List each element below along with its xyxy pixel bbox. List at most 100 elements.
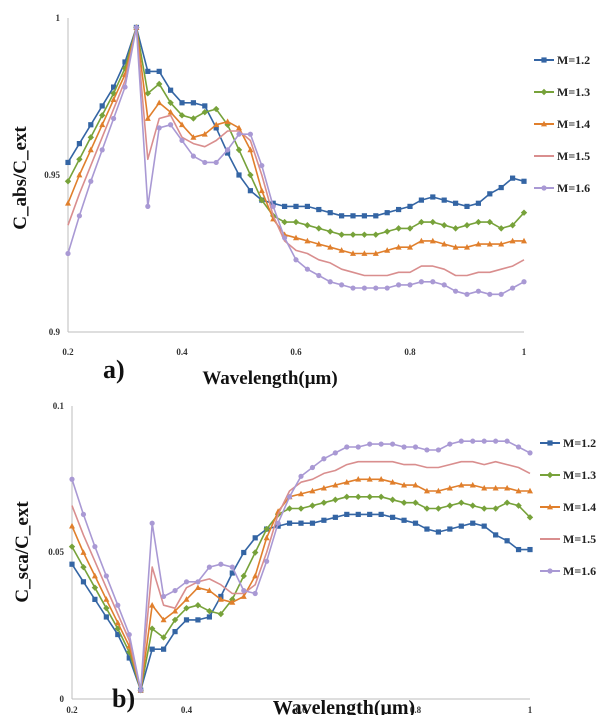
- panel-b-point-m-1-4: [69, 522, 75, 529]
- panel-a-point-m-1-6: [259, 162, 265, 169]
- panel-a-point-m-1-6: [111, 115, 117, 122]
- panel-b-point-m-1-4: [320, 484, 327, 491]
- panel-b-x-tick: 0.8: [410, 705, 422, 715]
- panel-b-point-m-1-4: [446, 484, 453, 491]
- panel-a-point-m-1-2: [441, 197, 447, 203]
- panel-b-point-m-1-4: [240, 593, 247, 599]
- panel-a-point-m-1-2: [88, 122, 94, 128]
- panel-a-series-line-m-1-5: [67, 26, 525, 277]
- panel-b-legend-marker-m-1-2: [547, 440, 553, 446]
- panel-b-point-m-1-6: [470, 438, 476, 444]
- panel-a-point-m-1-3: [509, 222, 516, 229]
- panel-b-point-m-1-3: [320, 499, 328, 506]
- panel-b-point-m-1-2: [412, 520, 419, 526]
- panel-b-point-m-1-4: [401, 481, 408, 488]
- panel-a-chart: 0.2 0.4 0.6 0.8 1 0.9 0.95 1 C_abs/C_ext…: [10, 13, 590, 389]
- panel-a-series-group: [64, 24, 528, 297]
- panel-a-point-m-1-4: [76, 171, 83, 178]
- panel-b-point-m-1-6: [172, 587, 178, 594]
- panel-b-point-m-1-3: [171, 616, 179, 624]
- panel-b-point-m-1-2: [321, 517, 327, 523]
- panel-b-point-m-1-6: [515, 444, 522, 450]
- panel-b-point-m-1-4: [298, 490, 304, 497]
- panel-b-point-m-1-3: [160, 634, 167, 641]
- panel-a-point-m-1-3: [99, 112, 106, 119]
- panel-a-point-m-1-6: [430, 279, 436, 285]
- panel-a-point-m-1-2: [453, 200, 459, 206]
- panel-a-point-m-1-3: [463, 222, 471, 229]
- panel-b-point-m-1-2: [390, 514, 396, 520]
- panel-a-legend-label: M=1.4: [557, 117, 590, 131]
- panel-a-point-m-1-2: [168, 87, 174, 93]
- panel-a-point-m-1-6: [350, 285, 356, 291]
- panel-b-point-m-1-4: [492, 484, 499, 491]
- panel-a-point-m-1-6: [122, 84, 128, 90]
- panel-a-y-tick: 0.9: [49, 327, 61, 337]
- panel-a-point-m-1-3: [156, 80, 163, 88]
- panel-a-point-m-1-6: [487, 291, 493, 297]
- panel-a-point-m-1-2: [327, 210, 333, 216]
- panel-b-point-m-1-2: [161, 646, 167, 652]
- panel-a-point-m-1-4: [156, 99, 163, 106]
- panel-a-point-m-1-4: [65, 200, 71, 206]
- panel-b-point-m-1-3: [240, 572, 247, 580]
- panel-b-point-m-1-3: [423, 505, 431, 512]
- panel-b-point-m-1-2: [286, 520, 293, 526]
- panel-a-point-m-1-6: [168, 122, 174, 128]
- panel-a-point-m-1-4: [407, 244, 413, 250]
- panel-b-point-m-1-4: [435, 487, 442, 494]
- panel-b-point-m-1-3: [297, 505, 305, 512]
- panel-b-point-m-1-6: [401, 444, 407, 450]
- panel-a-point-m-1-6: [327, 279, 333, 285]
- panel-b-point-m-1-3: [286, 505, 293, 512]
- panel-b-point-m-1-2: [515, 546, 522, 553]
- panel-a-point-m-1-4: [293, 234, 299, 241]
- panel-b-point-m-1-3: [114, 625, 121, 632]
- panel-a-point-m-1-3: [395, 225, 402, 232]
- panel-b-point-m-1-3: [355, 493, 362, 501]
- panel-b-point-m-1-6: [115, 602, 121, 608]
- panel-a-point-m-1-4: [464, 244, 470, 250]
- panel-a-point-m-1-2: [475, 200, 481, 206]
- panel-b-point-m-1-2: [504, 538, 510, 544]
- panel-a-point-m-1-4: [236, 124, 242, 131]
- panel-b-chart: 0.2 0.4 0.6 0.8 1 0 0.05 0.1 C_sca/C_ext…: [12, 401, 596, 715]
- panel-b-point-m-1-3: [343, 493, 350, 501]
- panel-b-point-m-1-6: [252, 590, 258, 597]
- panel-a-point-m-1-3: [201, 109, 208, 116]
- panel-b-point-m-1-3: [263, 525, 270, 533]
- panel-a-point-m-1-6: [213, 159, 219, 166]
- panel-b-point-m-1-4: [172, 607, 179, 614]
- panel-a-point-m-1-4: [441, 240, 448, 247]
- panel-b-point-m-1-3: [400, 499, 408, 506]
- panel-b-point-m-1-4: [469, 481, 476, 488]
- panel-b-legend-label: M=1.4: [563, 500, 596, 514]
- panel-a-point-m-1-3: [384, 228, 391, 235]
- panel-a-point-m-1-2: [65, 159, 71, 166]
- panel-a-point-m-1-4: [247, 146, 254, 153]
- panel-b-point-m-1-2: [103, 614, 109, 620]
- panel-b-point-m-1-3: [194, 602, 202, 609]
- panel-a-point-m-1-6: [133, 24, 139, 31]
- panel-b-point-m-1-4: [194, 584, 201, 591]
- panel-b-point-m-1-6: [355, 444, 361, 450]
- panel-a-point-m-1-6: [179, 137, 185, 144]
- panel-a-point-m-1-3: [327, 228, 334, 235]
- panel-b-point-m-1-4: [504, 484, 511, 491]
- panel-b-point-m-1-2: [183, 617, 190, 623]
- panel-b-point-m-1-3: [515, 502, 522, 509]
- panel-b-point-m-1-4: [229, 599, 236, 605]
- panel-b-y-tick: 0: [60, 694, 65, 704]
- panel-a-point-m-1-6: [498, 291, 504, 297]
- panel-a-point-m-1-6: [247, 131, 253, 137]
- panel-b-point-m-1-6: [504, 438, 510, 444]
- panel-b-point-m-1-3: [206, 607, 213, 615]
- panel-b-x-ticks: 0.2 0.4 0.6 0.8 1: [66, 705, 532, 715]
- panel-b-point-m-1-3: [91, 584, 99, 591]
- panel-a-point-m-1-3: [452, 225, 459, 232]
- panel-b-point-m-1-6: [229, 564, 235, 570]
- panel-a-point-m-1-6: [361, 285, 367, 291]
- panel-a-point-m-1-2: [498, 184, 504, 191]
- panel-b-point-m-1-3: [309, 502, 316, 509]
- panel-a-point-m-1-6: [441, 282, 447, 288]
